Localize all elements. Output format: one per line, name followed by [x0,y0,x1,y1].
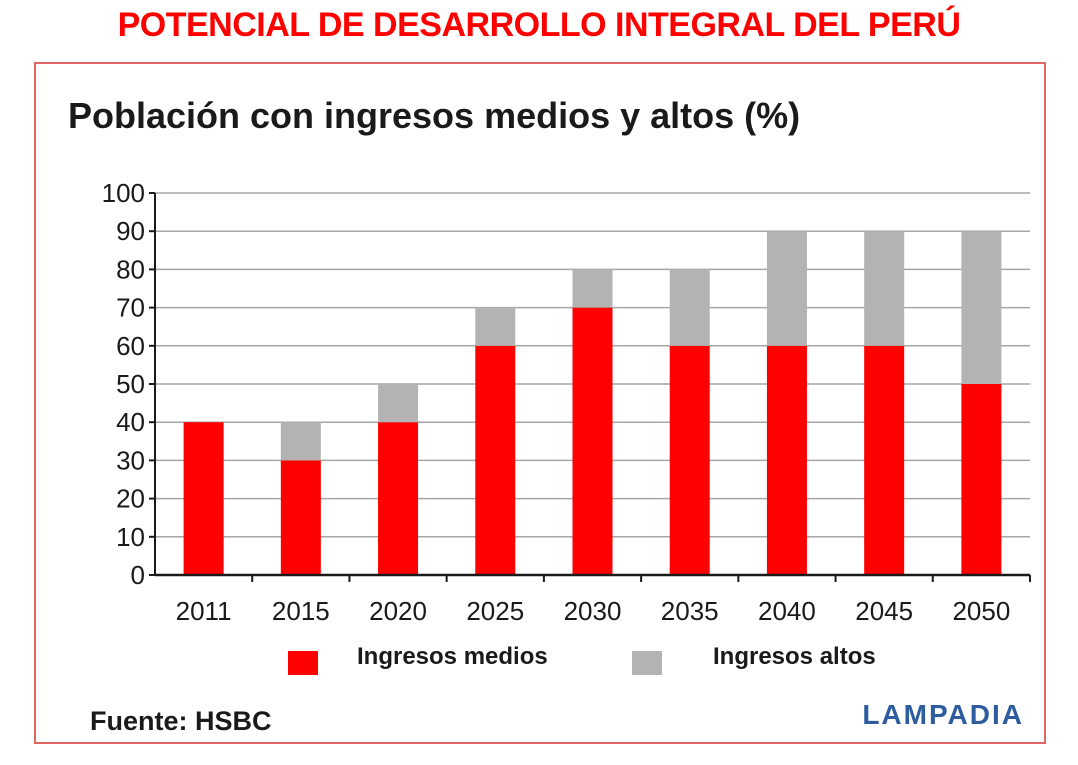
x-tick-label: 2050 [952,596,1010,626]
page-title: POTENCIAL DE DESARROLLO INTEGRAL DEL PER… [117,6,961,44]
y-tick-label: 90 [116,216,145,246]
bar-ingresos-medios-2011 [183,422,224,575]
bar-ingresos-altos-2045 [864,231,905,346]
bars [183,231,1002,575]
x-tick-label: 2025 [466,596,524,626]
y-tick-label: 10 [116,522,145,552]
bar-ingresos-medios-2015 [280,460,321,575]
bar-ingresos-medios-2050 [961,384,1002,575]
legend-label-altos: Ingresos altos [713,643,876,670]
y-tick-label: 0 [131,560,145,590]
legend-swatch-altos [632,651,662,675]
x-tick-label: 2011 [176,596,232,626]
x-tick-label: 2020 [369,596,427,626]
x-tick-label: 2035 [661,596,719,626]
bar-ingresos-altos-2025 [475,307,516,346]
bar-ingresos-medios-2040 [766,345,807,575]
bar-ingresos-altos-2050 [961,231,1002,384]
legend-swatch-medios [288,651,318,675]
bar-ingresos-medios-2035 [669,345,710,575]
brand-logo: LAMPADIA [862,699,1024,730]
y-tick-label: 40 [116,407,145,437]
y-tick-label: 50 [116,369,145,399]
x-tick-label: 2040 [758,596,816,626]
x-tick-label: 2030 [564,596,622,626]
legend-label-medios: Ingresos medios [357,643,548,670]
y-tick-label: 20 [116,484,145,514]
bar-ingresos-medios-2025 [475,345,516,575]
legend: Ingresos medios Ingresos altos [288,643,876,675]
x-tick-label: 2015 [272,596,330,626]
x-tick-label: 2045 [855,596,913,626]
chart-title: Población con ingresos medios y altos (%… [68,95,800,136]
bar-ingresos-altos-2035 [669,269,710,346]
bar-ingresos-altos-2040 [766,231,807,346]
bar-ingresos-altos-2020 [378,384,419,423]
bar-ingresos-medios-2045 [864,345,905,575]
y-tick-label: 70 [116,293,145,323]
y-tick-label: 100 [102,178,145,208]
bar-ingresos-altos-2015 [280,422,321,461]
y-tick-label: 80 [116,254,145,284]
y-tick-label: 30 [116,445,145,475]
source-label: Fuente: HSBC [90,706,272,736]
y-tick-label: 60 [116,331,145,361]
bar-ingresos-medios-2030 [572,307,613,575]
bar-ingresos-altos-2030 [572,269,613,308]
bar-ingresos-medios-2020 [378,422,419,575]
